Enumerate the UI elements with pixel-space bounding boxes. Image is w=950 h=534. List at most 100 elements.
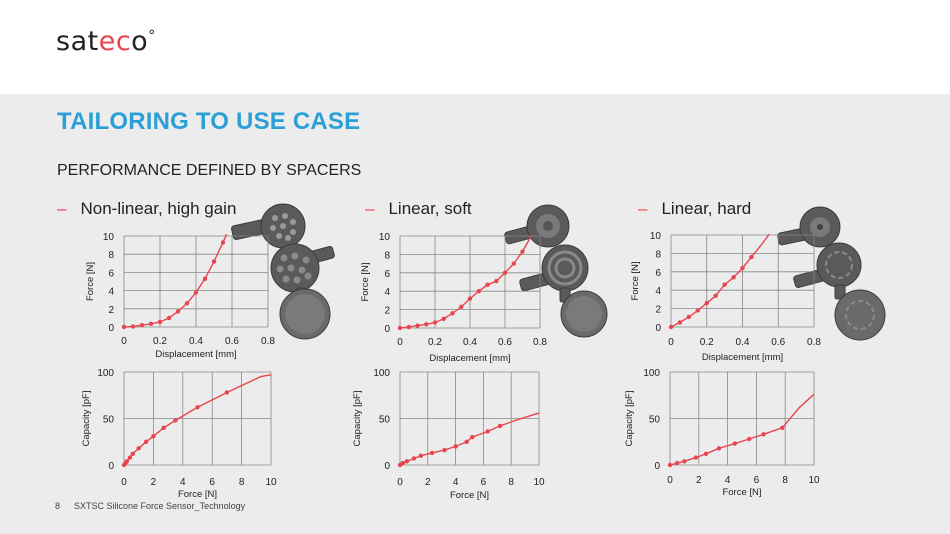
chart3-data-point <box>722 282 727 287</box>
page-number: 8 <box>55 501 61 511</box>
chart6-y-tick-label: 100 <box>643 368 660 379</box>
chart6-y-tick-label: 0 <box>654 461 660 472</box>
chart5-data-point <box>442 447 447 453</box>
chart3-y-tick-label: 10 <box>650 231 662 242</box>
chart2-data-point <box>397 325 403 331</box>
chart3-data-point <box>668 324 674 330</box>
chart6-y-axis-title: Capacity [pF] <box>624 391 635 447</box>
chart6-data-point <box>682 459 687 464</box>
chart6-data-point <box>716 446 722 451</box>
chart3-data-point <box>677 320 683 325</box>
column-heading-2: – Linear, soft <box>365 199 472 219</box>
chart5-x-tick-label: 4 <box>453 477 459 488</box>
slide-subtitle: PERFORMANCE DEFINED BY SPACERS <box>57 162 362 179</box>
chart4-data-point <box>161 425 166 430</box>
chart1-x-tick-label: 0.8 <box>261 336 275 347</box>
logo-text-start: sat <box>56 26 99 57</box>
chart5-data-point <box>485 429 490 434</box>
chart4-data-point <box>195 405 200 410</box>
chart3-x-tick-label: 0.8 <box>807 337 821 348</box>
chart2-series-line <box>399 235 532 329</box>
chart3-data-point <box>749 254 754 260</box>
chart4-y-tick-label: 100 <box>97 368 114 379</box>
chart6-y-tick-label: 50 <box>649 415 661 426</box>
chart4-x-tick-label: 10 <box>265 477 277 488</box>
chart4-x-axis-title: Force [N] <box>178 489 217 500</box>
chart3-data-point <box>713 293 718 298</box>
chart5-x-tick-label: 10 <box>533 477 545 488</box>
chart1-x-axis-title: Displacement [mm] <box>155 349 236 360</box>
chart5-data-point <box>470 434 475 440</box>
chart6-x-tick-label: 0 <box>667 475 673 486</box>
chart2-x-axis-title: Displacement [mm] <box>429 353 510 364</box>
chart1-y-tick-label: 10 <box>103 232 115 243</box>
chart1-y-tick-label: 4 <box>108 287 114 298</box>
chart1-data-point <box>157 319 163 325</box>
chart5-data-point <box>464 439 469 444</box>
chart1-x-tick-label: 0.6 <box>225 336 239 347</box>
chart4-x-tick-label: 4 <box>180 477 186 488</box>
chart2-y-axis-title: Force [N] <box>360 262 371 301</box>
chart4-x-tick-label: 6 <box>209 477 215 488</box>
chart1-data-point <box>139 323 145 328</box>
chart6-data-point <box>761 432 766 437</box>
chart1-series-line <box>123 233 228 328</box>
chart6-data-point <box>780 425 785 430</box>
chart1-y-tick-label: 0 <box>108 323 114 334</box>
chart5-y-tick-label: 0 <box>384 461 390 472</box>
chart2-data-point <box>485 282 490 287</box>
column-heading-1: – Non-linear, high gain <box>57 199 236 219</box>
chart4-data-point <box>151 434 156 439</box>
column-heading-label: Non-linear, high gain <box>80 199 237 218</box>
logo-degree: ° <box>148 28 156 44</box>
chart5-data-point <box>418 453 424 458</box>
chart6-series-line <box>669 393 815 466</box>
sateco-logo: sateco° <box>56 26 156 57</box>
logo-text-end: o <box>131 26 149 57</box>
chart4-data-point <box>224 390 230 395</box>
chart4-data-point <box>130 451 135 456</box>
chart1-data-point <box>211 259 217 264</box>
chart2-x-tick-label: 0 <box>397 337 403 348</box>
chart3-y-tick-label: 6 <box>655 268 661 279</box>
chart3-x-axis-title: Displacement [mm] <box>702 352 783 363</box>
chart1-x-tick-label: 0 <box>121 336 127 347</box>
chart1-data-point <box>220 240 226 245</box>
chart2-data-point <box>467 296 473 301</box>
chart6-data-point <box>703 451 709 456</box>
chart1-y-tick-label: 6 <box>108 268 114 279</box>
chart2-y-tick-label: 10 <box>379 232 391 243</box>
chart3-y-tick-label: 2 <box>655 305 661 316</box>
chart1-data-point <box>202 276 208 281</box>
chart6-data-point <box>747 436 752 442</box>
chart1-x-tick-label: 0.2 <box>153 336 167 347</box>
chart1-y-tick-label: 2 <box>108 305 114 316</box>
logo-text-accent: ec <box>98 26 132 57</box>
chart3-series-line <box>670 233 770 328</box>
chart2-data-point <box>441 316 446 321</box>
chart3-data-point <box>740 265 745 271</box>
chart4-data-point <box>136 446 141 451</box>
chart2-x-tick-label: 0.2 <box>428 337 442 348</box>
chart2-y-tick-label: 4 <box>384 287 390 298</box>
chart3-y-tick-label: 8 <box>655 249 661 260</box>
chart2-data-point <box>520 249 525 254</box>
chart6-data-point <box>732 441 737 446</box>
chart5-y-axis-title: Capacity [pF] <box>352 391 363 447</box>
chart3-y-tick-label: 0 <box>655 323 661 334</box>
spacer-photo-linear-soft <box>504 204 608 338</box>
chart6-x-tick-label: 4 <box>725 475 731 486</box>
chart5-data-point <box>404 459 410 464</box>
chart3-data-point <box>731 275 736 280</box>
chart2-data-point <box>476 289 481 294</box>
chart5-x-tick-label: 2 <box>425 477 431 488</box>
chart4-x-tick-label: 2 <box>151 477 157 488</box>
chart6-x-axis-title: Force [N] <box>722 487 761 498</box>
chart4-data-point <box>173 418 178 423</box>
chart2-data-point <box>432 320 438 325</box>
chart5-y-tick-label: 50 <box>379 415 391 426</box>
chart4-data-point <box>143 439 149 444</box>
chart6-x-tick-label: 6 <box>754 475 760 486</box>
header-bar <box>0 0 950 94</box>
chart4-y-tick-label: 0 <box>108 461 114 472</box>
